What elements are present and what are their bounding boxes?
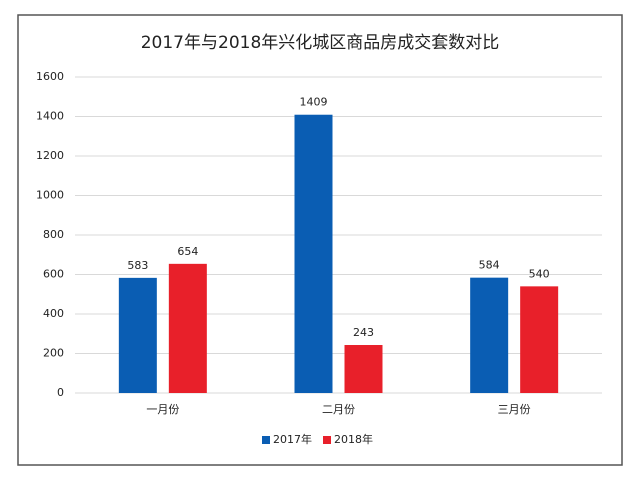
y-tick-label: 1600 <box>36 70 64 83</box>
bar <box>168 263 207 393</box>
y-tick-label: 400 <box>43 307 64 320</box>
chart-title: 2017年与2018年兴化城区商品房成交套数对比 <box>141 33 500 53</box>
data-label: 243 <box>353 326 374 339</box>
y-tick-label: 200 <box>43 347 64 360</box>
legend-swatch <box>323 436 331 444</box>
legend-label: 2018年 <box>334 432 373 446</box>
data-label: 654 <box>177 245 198 258</box>
data-label: 583 <box>127 259 148 272</box>
x-tick-label: 二月份 <box>322 403 355 416</box>
bar <box>294 114 333 393</box>
bar <box>470 277 509 393</box>
y-tick-label: 0 <box>57 386 64 399</box>
x-tick-label: 三月份 <box>498 403 531 416</box>
data-label: 584 <box>479 259 500 272</box>
y-tick-label: 1000 <box>36 189 64 202</box>
legend-label: 2017年 <box>273 432 312 446</box>
data-label: 1409 <box>300 96 328 109</box>
bar <box>520 286 559 393</box>
x-tick-label: 一月份 <box>146 403 179 416</box>
bar <box>118 277 157 393</box>
y-tick-label: 800 <box>43 228 64 241</box>
data-label: 540 <box>529 267 550 280</box>
bar <box>344 345 383 393</box>
y-tick-label: 600 <box>43 268 64 281</box>
y-tick-label: 1400 <box>36 110 64 123</box>
y-tick-label: 1200 <box>36 149 64 162</box>
legend-swatch <box>262 436 270 444</box>
